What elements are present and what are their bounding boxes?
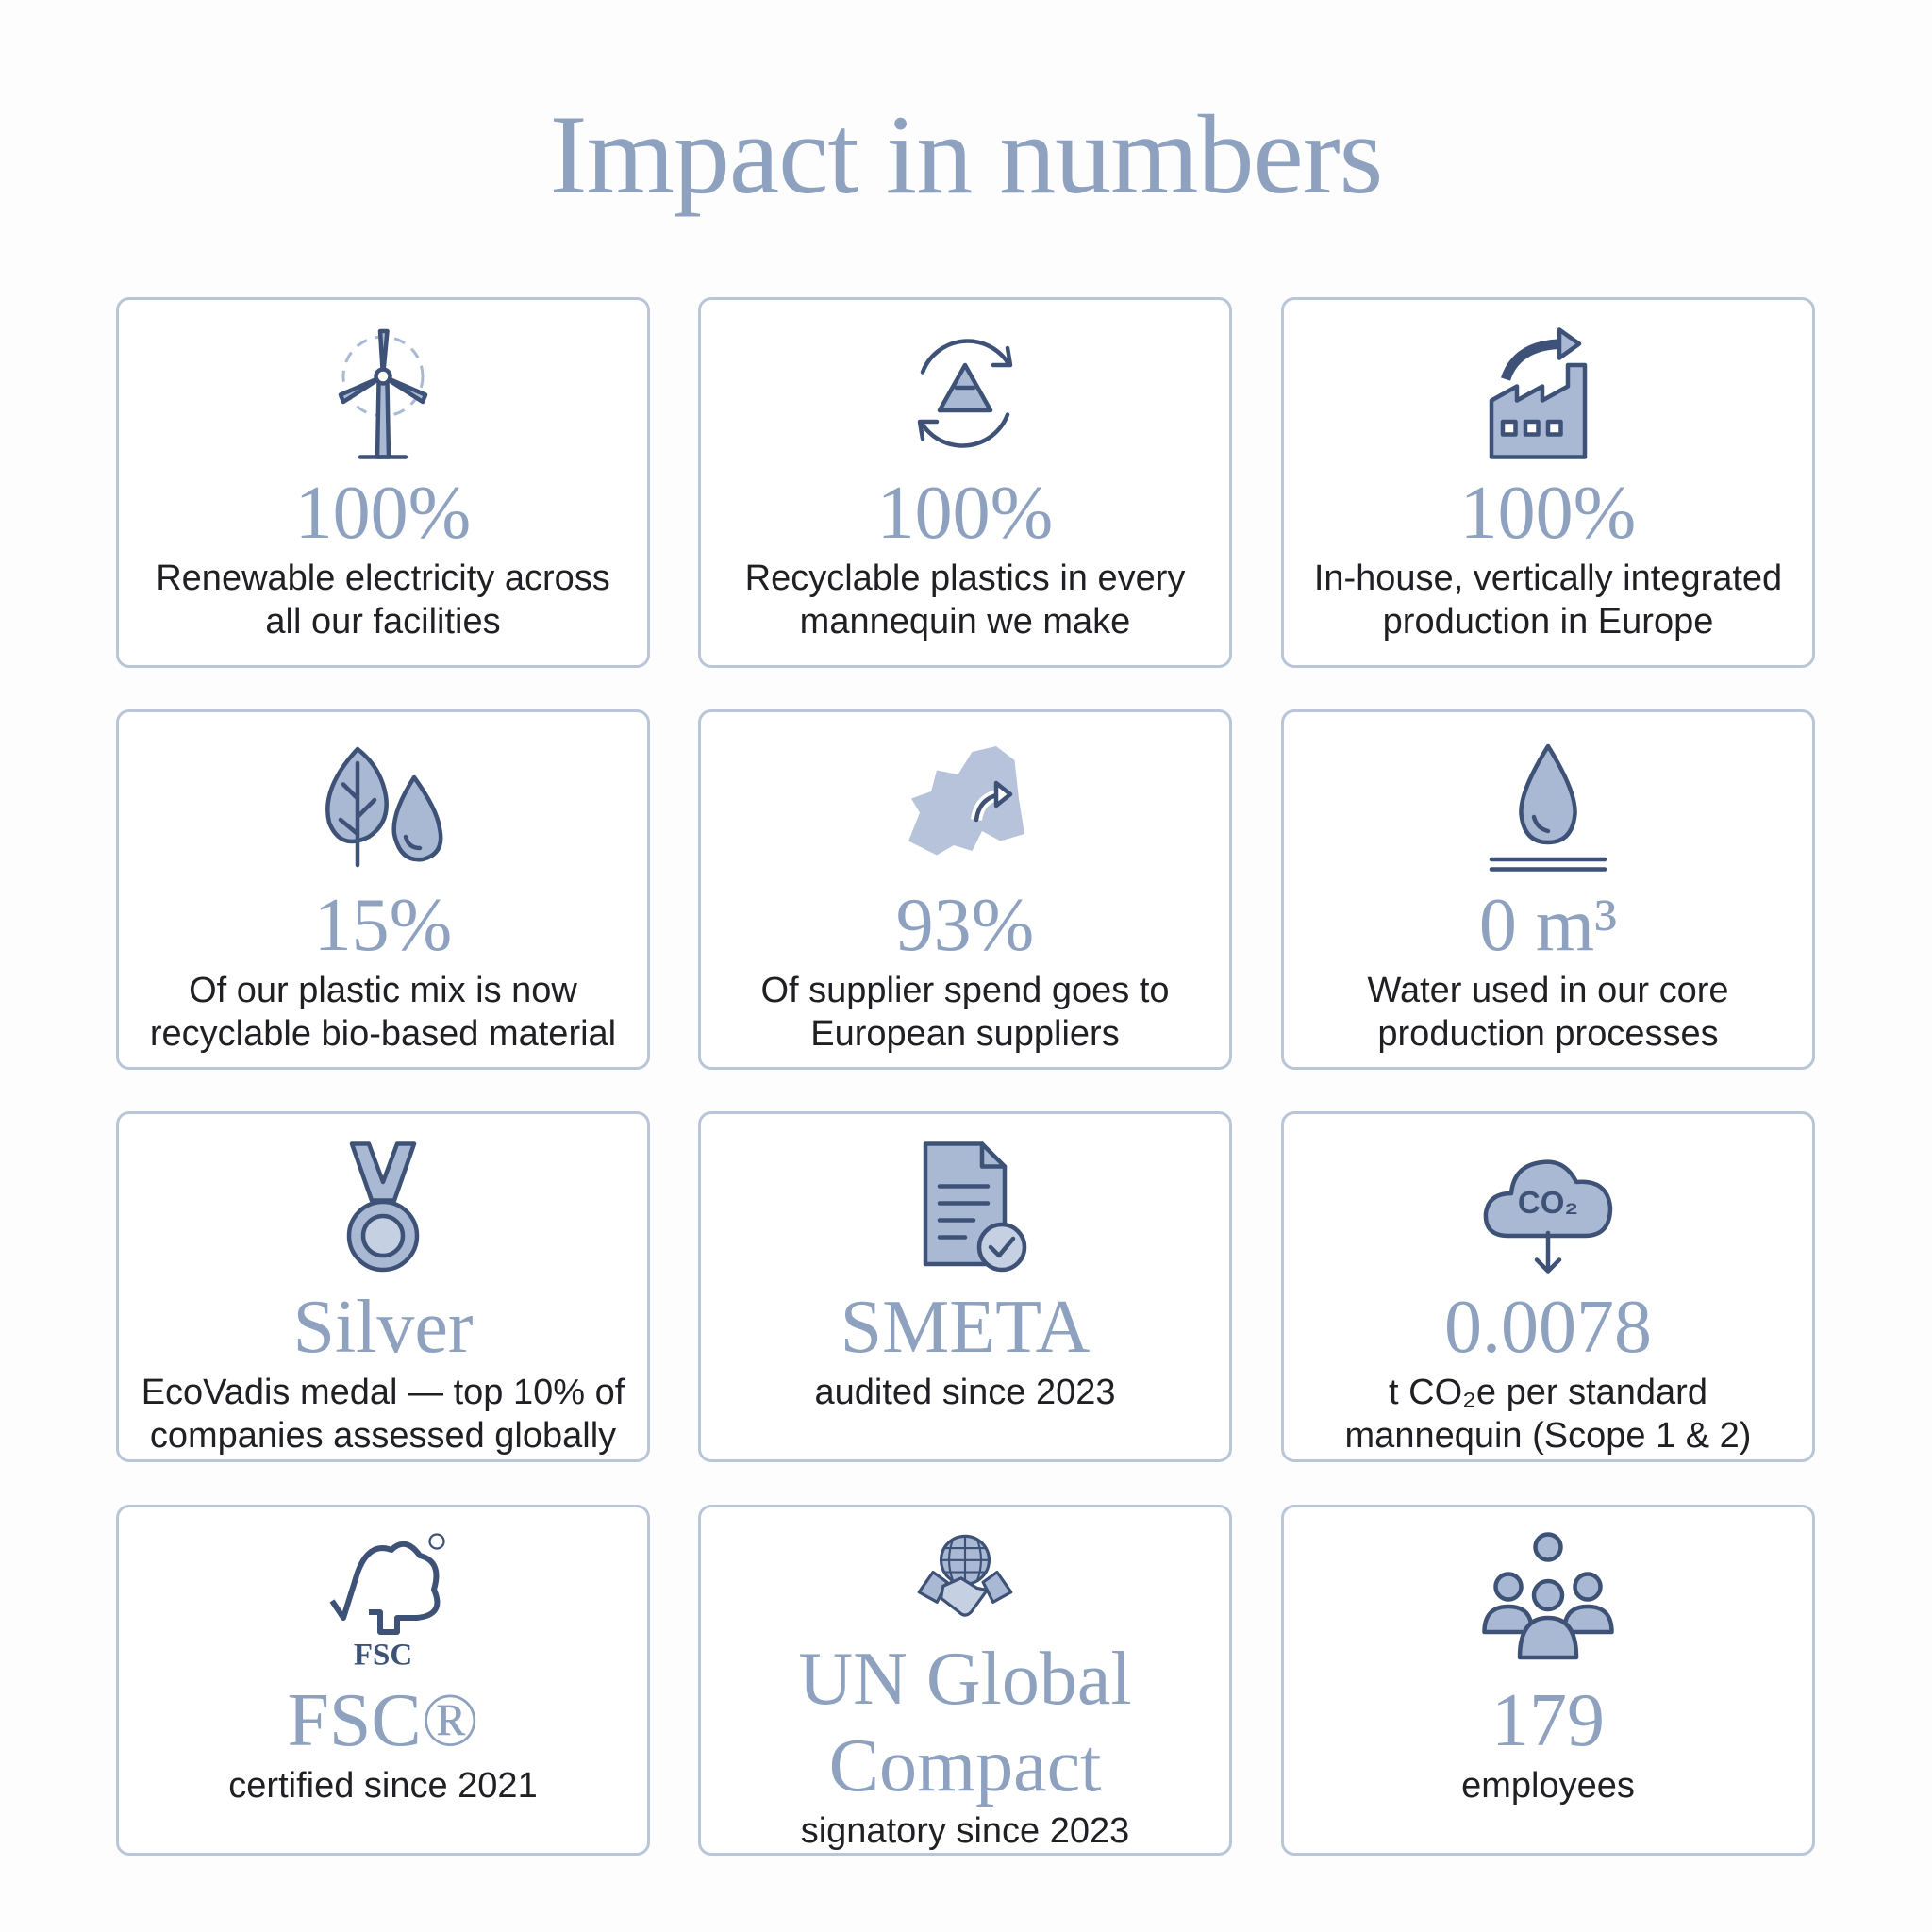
stat-value: 15% (313, 884, 453, 967)
stat-value: Silver (292, 1286, 474, 1369)
stat-value: 0 m³ (1478, 884, 1618, 967)
stat-value: 100% (294, 472, 472, 555)
stat-card: FSC FSC® certified since 2021 (116, 1505, 650, 1856)
stat-card: Silver EcoVadis medal — top 10% of compan… (116, 1111, 650, 1462)
stat-label: t CO₂e per standard mannequin (Scope 1 &… (1344, 1373, 1752, 1456)
stat-value: 179 (1491, 1679, 1605, 1762)
stat-label: employees (1461, 1766, 1635, 1806)
stat-card: CO₂ 0.0078 t CO₂e per standard mannequin (… (1281, 1111, 1815, 1462)
stat-card: 100% In-house, vertically integrated prod… (1281, 297, 1815, 668)
stat-value: 93% (895, 884, 1035, 967)
stat-card: 93% Of supplier spend goes to European su… (698, 709, 1232, 1070)
stat-label: Water used in our core production proces… (1367, 971, 1729, 1054)
stat-icon (325, 746, 443, 868)
stat-icon (917, 1534, 1013, 1617)
stat-label: signatory since 2023 (800, 1811, 1130, 1851)
stat-icon (1482, 1532, 1614, 1660)
stat-value: 0.0078 (1444, 1286, 1652, 1369)
stat-label: Of supplier spend goes to European suppl… (760, 971, 1170, 1054)
stat-label: Recyclable plastics in every mannequin w… (744, 558, 1186, 641)
stat-value: SMETA (840, 1286, 1091, 1369)
stat-label: audited since 2023 (814, 1373, 1116, 1412)
icon-text: FSC (354, 1639, 412, 1673)
stat-card: 15% Of our plastic mix is now recyclable … (116, 709, 650, 1070)
stat-card: 0 m³ Water used in our core production pr… (1281, 709, 1815, 1070)
stat-value: 100% (876, 472, 1054, 555)
icon-text: CO₂ (1518, 1185, 1578, 1220)
stat-label: Of our plastic mix is now recyclable bio… (149, 971, 617, 1054)
stat-card: 100% Renewable electricity across all our… (116, 297, 650, 668)
stat-icon (338, 328, 428, 459)
stat-card: UN Global Compact signatory since 2023 (698, 1505, 1232, 1856)
stat-icon (923, 1141, 1027, 1273)
stat-value: 100% (1459, 472, 1637, 555)
stat-label: certified since 2021 (228, 1766, 538, 1806)
stat-card: SMETA audited since 2023 (698, 1111, 1232, 1462)
stat-card: 179 employees (1281, 1505, 1815, 1856)
stat-icon (917, 339, 1013, 448)
stat-icon (1489, 327, 1588, 459)
stat-icon (908, 746, 1024, 856)
page-title: Impact in numbers (549, 92, 1384, 217)
stat-value: UN Global Compact (798, 1638, 1132, 1807)
stat-icon (1489, 743, 1607, 872)
stat-icon: FSC (329, 1533, 445, 1673)
stat-card: 100% Recyclable plastics in every mannequ… (698, 297, 1232, 668)
stat-value: FSC® (287, 1679, 479, 1762)
stat-icon (346, 1141, 420, 1273)
stat-icon: CO₂ (1483, 1159, 1613, 1274)
stat-label: In-house, vertically integrated producti… (1313, 558, 1783, 641)
stat-label: EcoVadis medal — top 10% of companies as… (141, 1373, 625, 1456)
stat-label: Renewable electricity across all our fac… (156, 558, 610, 641)
